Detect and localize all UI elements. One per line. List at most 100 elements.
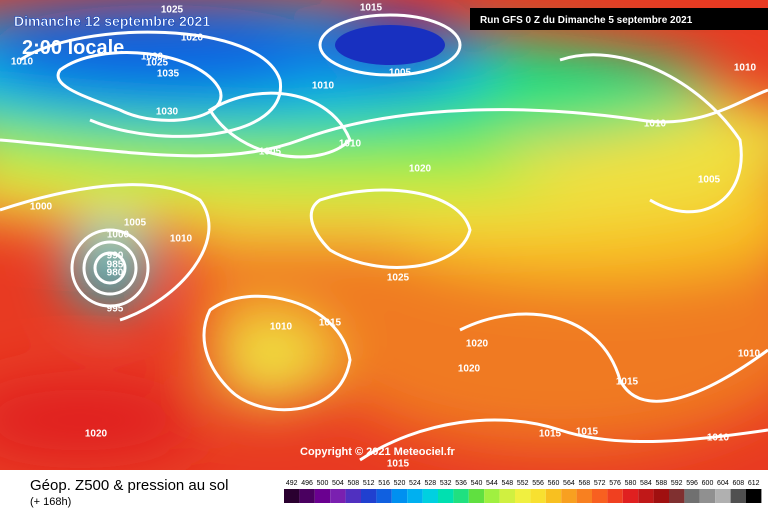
legend-swatch [592,489,608,503]
legend-label: 548 [501,480,513,487]
legend-label: 508 [347,480,359,487]
isobar-label: 1025 [161,5,184,16]
legend-label: 532 [440,480,452,487]
legend-swatch [314,489,331,503]
isobar-label: 1015 [360,3,383,14]
legend-label: 588 [655,480,667,487]
isobar-label: 995 [107,304,124,315]
isobar-label: 1010 [734,63,757,74]
isobar-label: 1010 [339,139,362,150]
isobar-label: 1010 [270,322,293,333]
legend-swatch [684,489,700,503]
isobar-label: 985 [107,260,124,271]
isobar-label: 1010 [738,349,761,360]
isobar-label: 1025 [146,58,169,69]
isobar-label: 1010 [644,119,667,130]
legend-label: 576 [609,480,621,487]
legend-swatch [422,489,438,503]
legend-label: 516 [378,480,390,487]
isobar-label: 1030 [156,107,179,118]
legend-swatch [438,489,454,503]
isobar-label: 1000 [30,202,53,213]
isobar-label: 1015 [319,318,342,329]
legend-label: 524 [409,480,421,487]
legend-label: 536 [455,480,467,487]
legend-label: 608 [732,480,744,487]
isobar-label: 1010 [707,433,730,444]
legend-label: 552 [517,480,529,487]
footer-lead: (+ 168h) [30,496,71,508]
legend-label: 528 [424,480,436,487]
legend-swatch [453,489,469,503]
legend-swatch [468,489,485,503]
legend-label: 496 [301,480,313,487]
legend-label: 560 [548,480,560,487]
isobar-label: 1005 [389,68,412,79]
copyright: Copyright © 2021 Meteociel.fr [300,446,456,458]
legend-swatch [622,489,639,503]
legend-swatch [499,489,515,503]
isobar-label: 990 [107,251,124,262]
isobar-label: 1020 [181,33,204,44]
legend-label: 540 [471,480,483,487]
isobar-label: 1015 [616,377,639,388]
legend-swatch [330,489,346,503]
isobar-label: 1015 [576,427,599,438]
legend-swatch [730,489,746,503]
legend-swatch [638,489,654,503]
legend-swatch [561,489,577,503]
legend-swatch [576,489,592,503]
legend-label: 584 [640,480,652,487]
run-box [470,8,768,30]
legend-swatch [699,489,716,503]
isobar-label: 1000 [107,230,130,241]
legend-swatch [361,489,377,503]
legend-label: 556 [532,480,544,487]
legend-swatch [299,489,315,503]
isobar-label: 1020 [85,429,108,440]
isobar-label: 1025 [387,273,410,284]
legend-swatch [515,489,531,503]
legend-swatch [391,489,408,503]
legend-label: 512 [363,480,375,487]
legend-label: 580 [625,480,637,487]
legend-swatch [746,489,762,503]
legend-swatch [376,489,392,503]
date: Dimanche 12 septembre 2021 [14,13,210,29]
isobar-label: 1010 [11,57,34,68]
isobar-label: 980 [107,268,124,279]
legend-swatch [715,489,731,503]
legend: 492 496 500 504 508 512 516 520 524 528 532 536 540 5… [284,480,762,503]
legend-label: 600 [702,480,714,487]
legend-swatch [653,489,669,503]
footer-title: Géop. Z500 & pression au sol [30,477,228,494]
isobar-label: 1005 [124,218,147,229]
legend-label: 520 [394,480,406,487]
isobar-label: 1020 [409,164,432,175]
legend-label: 492 [286,480,298,487]
isobar-label: 1010 [170,234,193,245]
legend-swatch [530,489,546,503]
legend-label: 500 [317,480,329,487]
legend-label: 612 [748,480,760,487]
isobar-label: 1005 [259,147,282,158]
legend-label: 568 [578,480,590,487]
legend-label: 504 [332,480,344,487]
isobar-label: 1005 [698,175,721,186]
legend-swatch [669,489,685,503]
map-header: Dimanche 12 septembre 2021 2:00 locale R… [14,8,768,458]
isobar-label: 1030 [141,52,164,63]
legend-label: 564 [563,480,575,487]
time: 2:00 locale [22,37,124,59]
legend-swatch [484,489,500,503]
isobar-label: 1015 [387,459,410,470]
isobars [0,13,768,462]
isobar-label: 1020 [458,364,481,375]
isobar-label: 1020 [466,339,489,350]
run: Run GFS 0 Z du Dimanche 5 septembre 2021 [480,15,693,26]
legend-swatch [345,489,361,503]
legend-label: 604 [717,480,729,487]
legend-label: 592 [671,480,683,487]
